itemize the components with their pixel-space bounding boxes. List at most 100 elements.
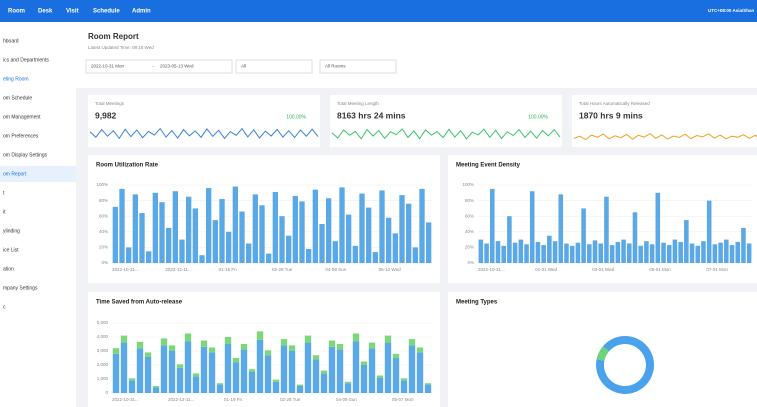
bar-segment — [128, 380, 136, 393]
sidebar-item[interactable]: eting Room — [3, 76, 29, 82]
bar — [569, 245, 575, 263]
bar — [609, 245, 615, 263]
x-tick-label: 01-01 Wed — [535, 267, 557, 272]
bar-segment — [176, 364, 184, 368]
bar — [332, 241, 338, 263]
bar-segment — [304, 342, 312, 393]
bar — [621, 239, 626, 263]
bar — [701, 241, 706, 263]
bar-segment — [112, 348, 120, 354]
building-select[interactable] — [235, 59, 313, 74]
sidebar-item[interactable]: ation — [3, 266, 14, 272]
sidebar-item[interactable]: ics and Departments — [3, 57, 49, 63]
sidebar-item[interactable]: ylinding — [3, 228, 20, 234]
bar — [112, 206, 118, 263]
sidebar-item[interactable]: om Schedule — [3, 95, 32, 101]
bar — [489, 188, 495, 263]
x-tick-label: 2022-12-11... — [168, 397, 194, 402]
bar — [272, 192, 278, 263]
bar — [406, 203, 412, 263]
bar-segment — [224, 344, 232, 393]
y-tick-label: 60% — [99, 213, 108, 218]
bar — [299, 201, 305, 263]
timezone[interactable]: UTC+08:00 Asia/Shan — [708, 8, 754, 13]
y-tick-label: 2,000 — [97, 362, 109, 367]
bar-segment — [312, 355, 320, 360]
bar — [232, 186, 238, 263]
page-subtitle: Latest Updated Time: 09:10 Wed — [88, 45, 154, 50]
rooms-select[interactable] — [319, 59, 397, 74]
bar — [379, 190, 385, 263]
y-tick-label: 5,000 — [97, 320, 109, 325]
y-tick-label: 0% — [101, 260, 108, 265]
x-tick-label: 03-01 Wed — [592, 267, 614, 272]
bar-segment — [304, 335, 312, 343]
y-tick-label: 20% — [99, 245, 108, 250]
bar — [478, 239, 484, 263]
bar-segment — [200, 340, 208, 347]
sidebar-item[interactable]: om Report — [3, 171, 27, 177]
sidebar-item[interactable]: hboard — [3, 38, 19, 44]
nav-item[interactable]: Desk — [38, 9, 53, 15]
sidebar-item[interactable]: om Display Settings — [3, 152, 48, 158]
bar — [132, 194, 138, 263]
sidebar-item[interactable]: t — [3, 190, 5, 196]
sidebar-item[interactable]: om Preferences — [3, 133, 39, 139]
nav-item[interactable]: Admin — [132, 9, 151, 15]
bar — [529, 191, 535, 263]
bar-segment — [280, 345, 288, 393]
sidebar-item[interactable]: c — [3, 304, 6, 310]
bar-segment — [376, 375, 384, 378]
sidebar-item[interactable]: om Management — [3, 114, 41, 120]
y-tick-label: 0% — [467, 260, 474, 265]
nav-item[interactable]: Room — [8, 9, 25, 15]
sidebar-item[interactable]: it — [3, 209, 6, 215]
bar-segment — [184, 341, 192, 393]
bar-segment — [336, 344, 344, 350]
bar-segment — [192, 373, 200, 377]
nav-item[interactable]: Visit — [66, 9, 79, 15]
bar-segment — [264, 355, 272, 393]
bar — [279, 216, 285, 263]
sparkline — [573, 132, 757, 141]
header-panel — [76, 22, 757, 88]
bar-segment — [408, 339, 416, 346]
bar-segment — [256, 331, 264, 340]
y-tick-label: 40% — [465, 229, 474, 234]
card-value: 8163 hrs 24 mins — [337, 110, 406, 120]
bar-segment — [208, 347, 216, 353]
bar-segment — [144, 356, 152, 393]
bar — [604, 196, 609, 263]
sidebar-item[interactable]: ice List — [3, 247, 19, 253]
start-date: 2022-10-31 Mon — [91, 64, 125, 69]
bar — [547, 235, 552, 263]
bar — [386, 217, 392, 263]
bar — [252, 194, 258, 263]
bar — [126, 247, 132, 263]
bar — [666, 245, 672, 263]
bar — [718, 242, 723, 263]
y-tick-label: 100% — [96, 182, 108, 187]
bar — [366, 207, 372, 263]
x-tick-label: 05-07 Mon — [392, 397, 414, 402]
bar-segment — [360, 361, 368, 365]
bar — [661, 242, 666, 263]
bar — [319, 224, 325, 263]
nav-item[interactable]: Schedule — [93, 9, 120, 15]
date-range[interactable] — [85, 59, 233, 74]
sidebar-item[interactable]: mpany Settings — [3, 285, 38, 291]
bar-segment — [312, 359, 320, 393]
chart-title: Meeting Types — [456, 300, 498, 306]
bar — [644, 241, 649, 263]
bar — [159, 202, 165, 263]
building: All — [241, 64, 246, 69]
x-tick-label: 04-09 Sun — [336, 397, 357, 402]
bar — [292, 195, 298, 263]
bar — [684, 220, 689, 263]
bar-segment — [352, 341, 360, 393]
bar-segment — [168, 345, 176, 351]
bar-segment — [136, 341, 144, 349]
bar — [632, 212, 638, 263]
bar-segment — [416, 352, 424, 393]
